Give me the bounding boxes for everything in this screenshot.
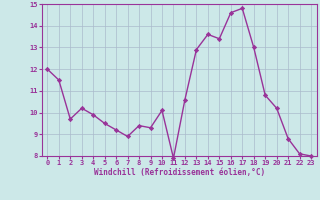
X-axis label: Windchill (Refroidissement éolien,°C): Windchill (Refroidissement éolien,°C) <box>94 168 265 177</box>
